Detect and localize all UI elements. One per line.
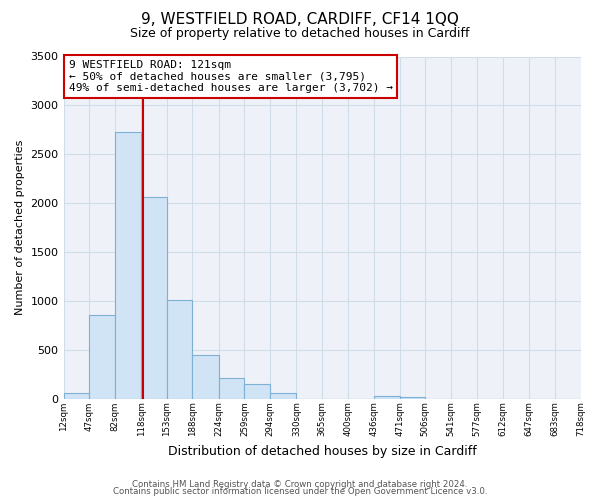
Bar	[374, 396, 400, 398]
Bar	[64, 393, 89, 398]
Bar	[167, 300, 193, 398]
Bar	[219, 378, 244, 398]
Text: Contains public sector information licensed under the Open Government Licence v3: Contains public sector information licen…	[113, 488, 487, 496]
Bar	[115, 132, 141, 398]
X-axis label: Distribution of detached houses by size in Cardiff: Distribution of detached houses by size …	[167, 444, 476, 458]
Text: 9, WESTFIELD ROAD, CARDIFF, CF14 1QQ: 9, WESTFIELD ROAD, CARDIFF, CF14 1QQ	[141, 12, 459, 28]
Text: Contains HM Land Registry data © Crown copyright and database right 2024.: Contains HM Land Registry data © Crown c…	[132, 480, 468, 489]
Text: Size of property relative to detached houses in Cardiff: Size of property relative to detached ho…	[130, 28, 470, 40]
Bar	[400, 397, 425, 398]
Bar	[270, 392, 296, 398]
Text: 9 WESTFIELD ROAD: 121sqm
← 50% of detached houses are smaller (3,795)
49% of sem: 9 WESTFIELD ROAD: 121sqm ← 50% of detach…	[69, 60, 393, 93]
Bar	[89, 316, 115, 398]
Bar	[244, 384, 270, 398]
Bar	[193, 354, 219, 399]
Bar	[141, 197, 167, 398]
Y-axis label: Number of detached properties: Number of detached properties	[15, 140, 25, 315]
